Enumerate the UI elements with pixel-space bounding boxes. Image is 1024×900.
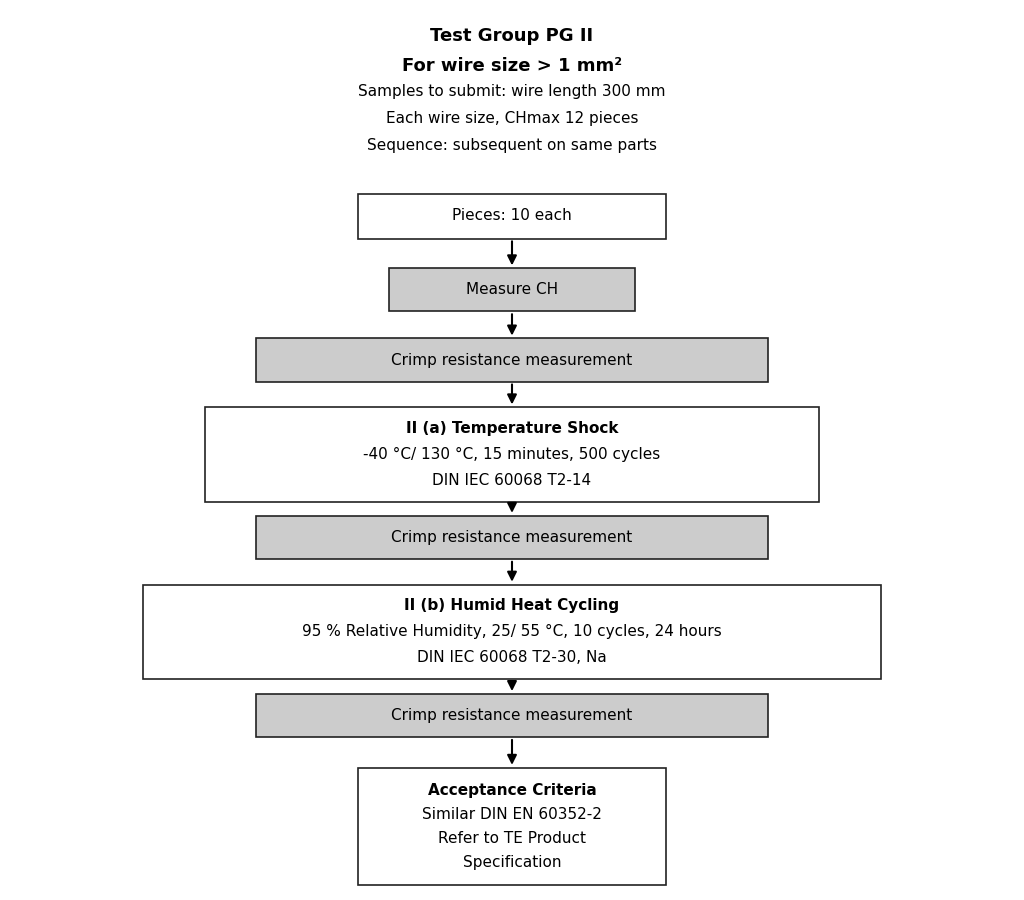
FancyBboxPatch shape — [358, 768, 666, 885]
FancyBboxPatch shape — [256, 516, 768, 559]
Text: DIN IEC 60068 T2-14: DIN IEC 60068 T2-14 — [432, 472, 592, 488]
Text: Similar DIN EN 60352-2: Similar DIN EN 60352-2 — [422, 806, 602, 822]
FancyBboxPatch shape — [256, 338, 768, 382]
Text: Specification: Specification — [463, 855, 561, 869]
FancyBboxPatch shape — [256, 694, 768, 737]
FancyBboxPatch shape — [358, 194, 666, 238]
FancyBboxPatch shape — [143, 585, 881, 679]
Text: Samples to submit: wire length 300 mm: Samples to submit: wire length 300 mm — [358, 84, 666, 99]
Text: Pieces: 10 each: Pieces: 10 each — [453, 209, 571, 223]
Text: Crimp resistance measurement: Crimp resistance measurement — [391, 530, 633, 544]
Text: Test Group PG II: Test Group PG II — [430, 27, 594, 45]
FancyBboxPatch shape — [389, 268, 635, 311]
Text: For wire size > 1 mm²: For wire size > 1 mm² — [402, 57, 622, 75]
Text: II (a) Temperature Shock: II (a) Temperature Shock — [406, 421, 618, 436]
Text: Sequence: subsequent on same parts: Sequence: subsequent on same parts — [367, 138, 657, 153]
Text: Measure CH: Measure CH — [466, 283, 558, 297]
Text: 95 % Relative Humidity, 25/ 55 °C, 10 cycles, 24 hours: 95 % Relative Humidity, 25/ 55 °C, 10 cy… — [302, 625, 722, 639]
Text: -40 °C/ 130 °C, 15 minutes, 500 cycles: -40 °C/ 130 °C, 15 minutes, 500 cycles — [364, 447, 660, 462]
FancyBboxPatch shape — [205, 407, 819, 502]
Text: II (b) Humid Heat Cycling: II (b) Humid Heat Cycling — [404, 598, 620, 614]
Text: Refer to TE Product: Refer to TE Product — [438, 831, 586, 846]
Text: Each wire size, CHmax 12 pieces: Each wire size, CHmax 12 pieces — [386, 111, 638, 126]
Text: DIN IEC 60068 T2-30, Na: DIN IEC 60068 T2-30, Na — [417, 650, 607, 665]
Text: Crimp resistance measurement: Crimp resistance measurement — [391, 708, 633, 723]
Text: Crimp resistance measurement: Crimp resistance measurement — [391, 353, 633, 367]
Text: Acceptance Criteria: Acceptance Criteria — [428, 783, 596, 797]
